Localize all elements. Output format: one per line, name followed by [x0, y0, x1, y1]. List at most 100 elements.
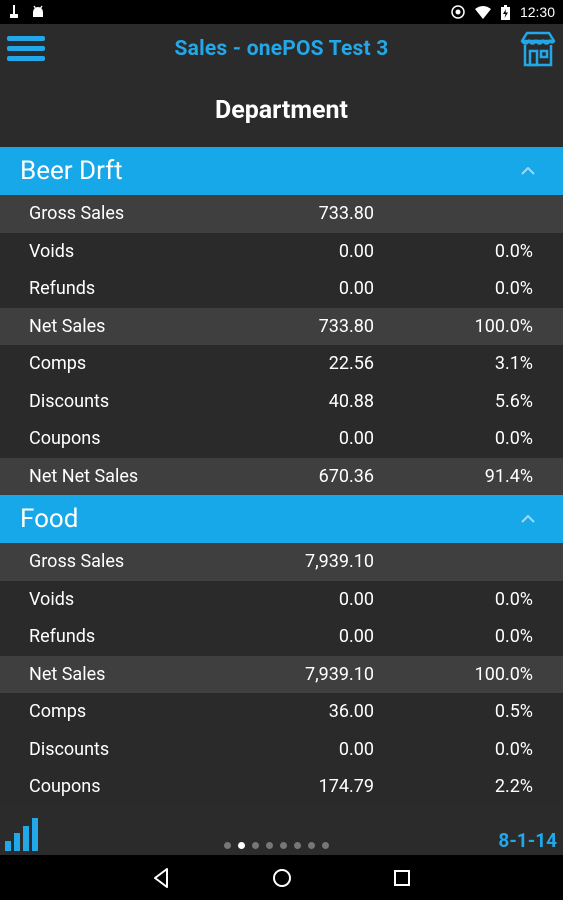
table-row: Coupons 174.79 2.2% [0, 768, 563, 805]
page-dot-active[interactable] [238, 842, 245, 849]
table-row: Gross Sales 7,939.10 [0, 543, 563, 581]
page-dot[interactable] [308, 842, 315, 849]
row-label: Refunds [29, 278, 96, 300]
page-indicator [224, 842, 329, 849]
row-label: Comps [29, 701, 87, 723]
row-percent: 100.0% [474, 315, 533, 337]
row-amount: 7,939.10 [305, 663, 374, 685]
system-nav-bar [0, 855, 563, 900]
hamburger-menu-icon [7, 36, 45, 61]
recents-icon [394, 870, 410, 886]
page-header: Department [0, 74, 563, 146]
status-bar: 12:30 [0, 0, 563, 24]
row-label: Coupons [29, 776, 101, 798]
page-dot[interactable] [266, 842, 273, 849]
row-amount: 0.00 [338, 240, 374, 262]
page-dot[interactable] [294, 842, 301, 849]
row-label: Coupons [29, 428, 101, 450]
row-percent: 2.2% [494, 776, 533, 798]
table-row: Net Sales 733.80 100.0% [0, 307, 563, 345]
store-button[interactable] [519, 30, 557, 68]
row-percent: 0.0% [494, 626, 533, 648]
bottom-bar: 8-1-14 [0, 805, 563, 855]
row-amount: 0.00 [338, 588, 374, 610]
recents-button[interactable] [391, 867, 413, 889]
row-label: Net Sales [29, 663, 106, 685]
row-percent: 0.0% [494, 240, 533, 262]
row-label: Discounts [29, 390, 110, 412]
page-dot[interactable] [280, 842, 287, 849]
status-bar-system: 12:30 [451, 4, 555, 20]
table-row: Coupons 0.00 0.0% [0, 420, 563, 458]
row-percent: 100.0% [474, 663, 533, 685]
table-row: Refunds 0.00 0.0% [0, 270, 563, 308]
row-amount: 670.36 [318, 465, 374, 487]
row-label: Voids [29, 240, 75, 262]
table-row: Comps 36.00 0.5% [0, 693, 563, 731]
table-row: Gross Sales 733.80 [0, 195, 563, 233]
table-row: Voids 0.00 0.0% [0, 233, 563, 271]
table-row: Discounts 40.88 5.6% [0, 383, 563, 421]
battery-icon [500, 4, 510, 20]
usb-debug-icon [10, 5, 18, 18]
table-row: Net Sales 7,939.10 100.0% [0, 655, 563, 693]
row-percent: 91.4% [484, 465, 533, 487]
back-icon [154, 868, 168, 888]
row-label: Voids [29, 588, 75, 610]
home-icon [273, 869, 291, 887]
app-bar: Sales - onePOS Test 3 [0, 24, 563, 74]
row-percent: 0.0% [494, 428, 533, 450]
status-bar-notifications [8, 4, 46, 20]
android-icon [33, 5, 43, 17]
page-dot[interactable] [252, 842, 259, 849]
row-label: Net Net Sales [29, 465, 139, 487]
row-label: Refunds [29, 626, 96, 648]
row-amount: 733.80 [318, 315, 374, 337]
row-label: Gross Sales [29, 203, 125, 225]
row-amount: 40.88 [328, 390, 374, 412]
menu-button[interactable] [6, 33, 46, 65]
wifi-icon [474, 6, 491, 19]
row-label: Comps [29, 353, 87, 375]
row-percent: 0.0% [494, 588, 533, 610]
section-header-food[interactable]: Food [0, 495, 563, 543]
row-percent: 3.1% [494, 353, 533, 375]
status-time: 12:30 [519, 4, 555, 20]
section-name: Beer Drft [20, 156, 123, 186]
table-row: Comps 22.56 3.1% [0, 345, 563, 383]
row-amount: 0.00 [338, 278, 374, 300]
report-date[interactable]: 8-1-14 [498, 829, 557, 852]
page-dot[interactable] [322, 842, 329, 849]
row-label: Discounts [29, 738, 110, 760]
row-amount: 174.79 [318, 776, 374, 798]
row-amount: 0.00 [338, 428, 374, 450]
row-amount: 733.80 [318, 203, 374, 225]
sync-icon [451, 5, 465, 19]
section-name: Food [20, 504, 79, 534]
table-row: Net Net Sales 670.36 91.4% [0, 457, 563, 495]
back-button[interactable] [151, 867, 173, 889]
row-label: Net Sales [29, 315, 106, 337]
report-chart-button[interactable] [5, 817, 41, 851]
home-button[interactable] [271, 867, 293, 889]
table-row: Voids 0.00 0.0% [0, 581, 563, 619]
table-row: Discounts 0.00 0.0% [0, 731, 563, 769]
department-report-list[interactable]: Beer Drft Gross Sales 733.80 Voids 0.00 … [0, 147, 563, 805]
chevron-up-icon[interactable] [521, 167, 535, 175]
row-percent: 0.5% [494, 701, 533, 723]
app-title: Sales - onePOS Test 3 [174, 37, 389, 61]
store-icon [520, 31, 556, 67]
row-amount: 22.56 [328, 353, 374, 375]
page-title: Department [214, 95, 349, 125]
row-percent: 5.6% [494, 390, 533, 412]
bar-chart-icon [5, 818, 38, 851]
row-amount: 0.00 [338, 738, 374, 760]
section-header-beer-drft[interactable]: Beer Drft [0, 147, 563, 195]
row-amount: 36.00 [328, 701, 374, 723]
row-percent: 0.0% [494, 278, 533, 300]
row-amount: 7,939.10 [305, 551, 374, 573]
row-label: Gross Sales [29, 551, 125, 573]
row-percent: 0.0% [494, 738, 533, 760]
chevron-up-icon[interactable] [521, 515, 535, 523]
page-dot[interactable] [224, 842, 231, 849]
